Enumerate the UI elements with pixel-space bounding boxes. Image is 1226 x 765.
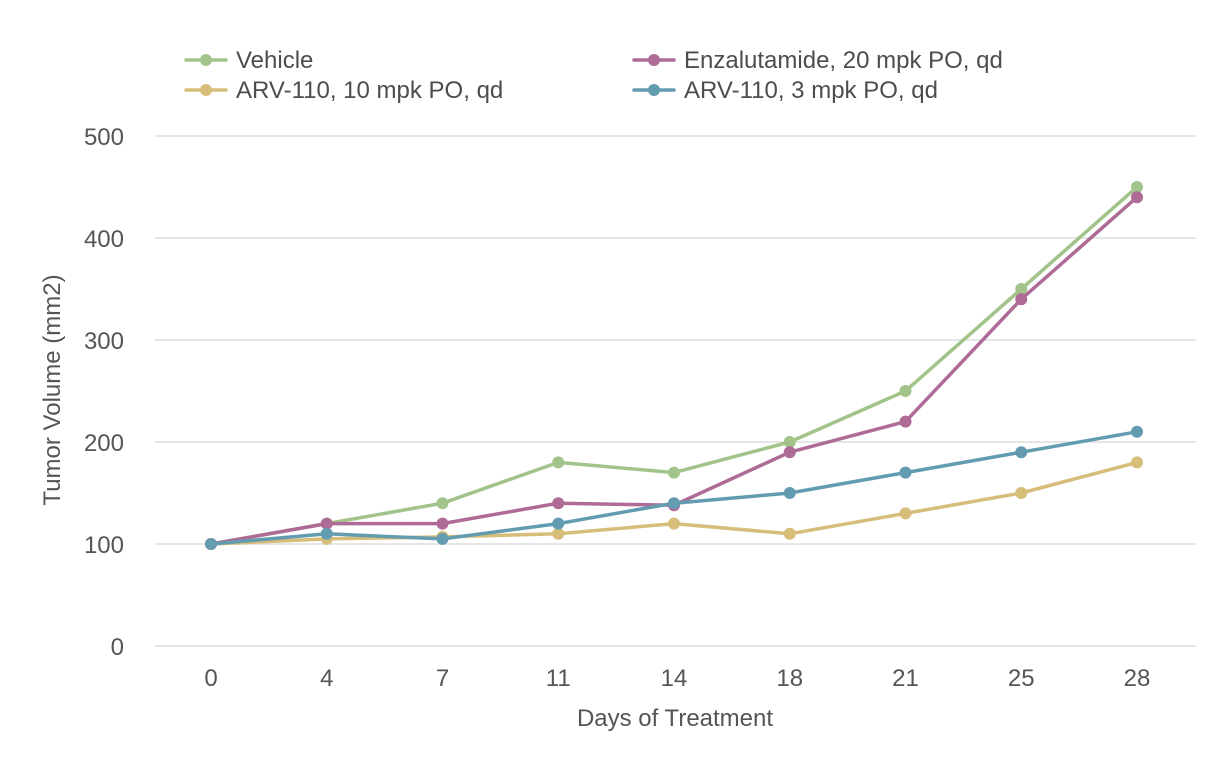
y-tick-label: 0: [111, 634, 124, 661]
legend: Vehicle Enzalutamide, 20 mpk PO, qd ARV-11…: [184, 47, 1003, 104]
data-point: [320, 527, 333, 540]
x-tick-label: 0: [204, 665, 217, 692]
data-point: [783, 446, 796, 459]
legend-item: ARV-110, 3 mpk PO, qd: [632, 77, 938, 104]
x-tick-label: 11: [546, 665, 571, 692]
data-point: [1015, 283, 1028, 295]
y-tick-label: 400: [84, 226, 124, 253]
x-axis-title: Days of Treatment: [577, 705, 773, 732]
legend-item: Enzalutamide, 20 mpk PO, qd: [632, 47, 1003, 74]
legend-marker-icon: [648, 54, 660, 66]
x-axis-ticks: 0 4 7 11 14 18 21 25 28: [204, 665, 1150, 692]
data-point: [205, 538, 217, 550]
data-point: [1131, 191, 1143, 204]
legend-label: Enzalutamide, 20 mpk PO, qd: [684, 47, 1003, 74]
gridlines: [155, 135, 1196, 647]
x-tick-label: 28: [1124, 665, 1151, 692]
series-0: [205, 181, 1143, 550]
data-point: [783, 436, 796, 448]
y-tick-label: 300: [84, 328, 124, 355]
data-point: [899, 466, 912, 479]
legend-label: ARV-110, 10 mpk PO, qd: [236, 77, 503, 104]
data-point: [552, 517, 565, 530]
data-point: [320, 517, 333, 530]
legend-label: ARV-110, 3 mpk PO, qd: [684, 77, 938, 104]
data-point: [783, 487, 796, 499]
series-line: [209, 185, 1139, 546]
data-point: [899, 415, 912, 428]
legend-marker-icon: [200, 54, 212, 66]
data-point: [1131, 456, 1143, 469]
data-point: [1131, 425, 1143, 438]
data-point: [668, 497, 680, 510]
data-point: [1015, 446, 1028, 459]
data-point: [899, 507, 912, 520]
data-point: [899, 385, 912, 397]
y-axis-title: Tumor Volume (mm2): [39, 274, 66, 505]
legend-item: ARV-110, 10 mpk PO, qd: [184, 77, 503, 104]
series-3: [205, 425, 1143, 550]
series-lines: [205, 181, 1143, 550]
data-point: [783, 527, 796, 540]
data-point: [668, 466, 680, 479]
y-tick-label: 500: [84, 124, 124, 151]
data-point: [1131, 181, 1143, 193]
y-axis-ticks: 0 100 200 300 400 500: [84, 124, 124, 661]
data-point: [552, 456, 565, 469]
x-tick-label: 14: [661, 665, 688, 692]
x-tick-label: 4: [320, 665, 333, 692]
x-tick-label: 21: [892, 665, 919, 692]
data-point: [552, 497, 565, 510]
data-point: [668, 517, 680, 530]
y-tick-label: 200: [84, 430, 124, 457]
legend-item: Vehicle: [184, 47, 313, 74]
legend-label: Vehicle: [236, 47, 313, 74]
data-point: [436, 497, 449, 510]
series-line: [209, 195, 1139, 546]
data-point: [552, 527, 565, 540]
y-tick-label: 100: [84, 532, 124, 559]
data-point: [1015, 487, 1028, 499]
x-tick-label: 7: [436, 665, 449, 692]
x-tick-label: 18: [776, 665, 803, 692]
legend-marker-icon: [648, 84, 660, 96]
legend-marker-icon: [200, 84, 212, 96]
x-tick-label: 25: [1008, 665, 1035, 692]
data-point: [436, 517, 449, 530]
data-point: [1015, 293, 1028, 306]
data-point: [436, 532, 449, 545]
